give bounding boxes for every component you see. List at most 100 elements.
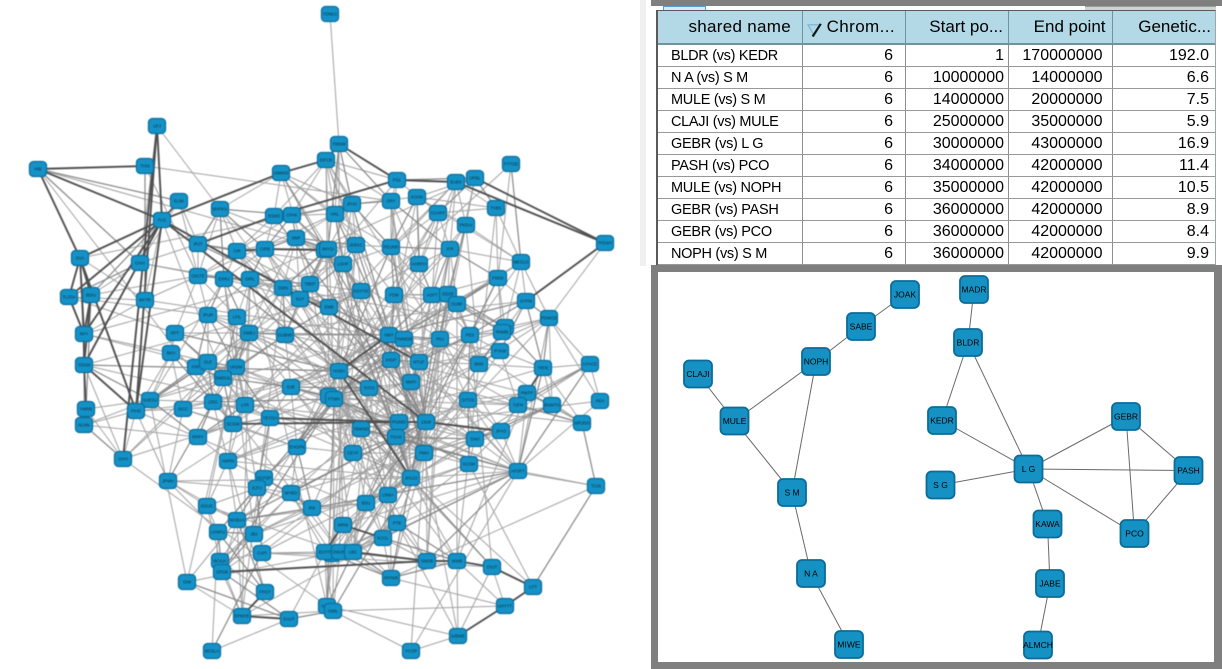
svg-text:IUBWE: IUBWE: [451, 634, 465, 639]
svg-text:UFJ: UFJ: [153, 124, 161, 129]
svg-text:FOM: FOM: [389, 293, 399, 298]
svg-text:FYTOD: FYTOD: [504, 162, 518, 167]
svg-text:AGFT: AGFT: [426, 293, 438, 298]
svg-text:TGAS: TGAS: [390, 435, 402, 440]
svg-text:GMIL: GMIL: [328, 609, 339, 614]
svg-text:ESMS: ESMS: [268, 214, 280, 219]
svg-text:THIS: THIS: [140, 164, 150, 169]
svg-text:UPBL: UPBL: [470, 176, 482, 181]
svg-text:LFIL: LFIL: [233, 315, 242, 320]
svg-text:IRK: IRK: [309, 506, 316, 511]
svg-text:SYPM: SYPM: [520, 299, 532, 304]
svg-text:EPMYE: EPMYE: [235, 614, 250, 619]
svg-text:PGL: PGL: [393, 178, 402, 183]
svg-text:PASH: PASH: [1177, 465, 1200, 475]
svg-text:GEBR: GEBR: [1114, 411, 1138, 421]
svg-text:TFEWY: TFEWY: [598, 241, 613, 246]
svg-text:MKPI: MKPI: [406, 380, 416, 385]
svg-text:LKNFU: LKNFU: [211, 530, 225, 535]
svg-text:TLJOA: TLJOA: [62, 295, 75, 300]
svg-text:TBEP: TBEP: [305, 282, 316, 287]
svg-text:FPP: FPP: [192, 365, 200, 370]
svg-text:EJTJ: EJTJ: [252, 486, 262, 491]
svg-text:RNMB: RNMB: [496, 330, 509, 335]
svg-text:S M: S M: [784, 487, 799, 497]
svg-text:DGUC: DGUC: [201, 504, 213, 509]
svg-text:GITOS: GITOS: [462, 398, 475, 403]
svg-text:N A: N A: [804, 568, 818, 578]
svg-text:ERRJ: ERRJ: [219, 277, 230, 282]
svg-text:BDIU: BDIU: [86, 293, 96, 298]
svg-text:RFY: RFY: [80, 332, 89, 337]
svg-text:KSYYD: KSYYD: [354, 289, 368, 294]
svg-text:OIGTE: OIGTE: [191, 274, 204, 279]
svg-text:YMRB: YMRB: [80, 407, 92, 412]
svg-text:PGMID: PGMID: [392, 420, 406, 425]
svg-text:SUESU: SUESU: [143, 398, 157, 403]
svg-text:HMY: HMY: [384, 333, 394, 338]
svg-text:CHAI: CHAI: [135, 261, 145, 266]
svg-text:YEYGA: YEYGA: [263, 416, 278, 421]
svg-text:MULE: MULE: [723, 416, 747, 426]
svg-text:YCOP: YCOP: [405, 649, 417, 654]
svg-text:HIB: HIB: [35, 167, 42, 172]
svg-text:PYKM: PYKM: [494, 349, 506, 354]
svg-text:BCIUA: BCIUA: [214, 559, 227, 564]
svg-text:GUBWI: GUBWI: [278, 333, 292, 338]
svg-text:PKJ: PKJ: [436, 337, 444, 342]
svg-text:UYACE: UYACE: [583, 362, 597, 367]
svg-text:CHYI: CHYI: [118, 457, 128, 462]
svg-text:NNP: NNP: [292, 236, 301, 241]
svg-text:AHRFH: AHRFH: [412, 262, 426, 267]
svg-text:THTO: THTO: [363, 386, 375, 391]
svg-text:GRSB: GRSB: [216, 570, 228, 575]
svg-text:CAPI: CAPI: [257, 551, 267, 556]
svg-text:WWB: WWB: [452, 559, 463, 564]
svg-text:LYR: LYR: [241, 403, 249, 408]
svg-text:GLE: GLE: [204, 360, 213, 365]
svg-text:UTT: UTT: [529, 585, 538, 590]
svg-text:PWH: PWH: [419, 451, 429, 456]
svg-text:THBS: THBS: [490, 206, 501, 211]
svg-text:IHGP: IHGP: [386, 358, 396, 363]
svg-text:FRGT: FRGT: [259, 590, 271, 595]
svg-text:KEDR: KEDR: [930, 415, 954, 425]
svg-text:MYTR: MYTR: [139, 298, 151, 303]
svg-text:CIR: CIR: [233, 249, 240, 254]
svg-text:OWJNL: OWJNL: [333, 550, 348, 555]
svg-text:MADR: MADR: [961, 284, 986, 294]
svg-text:AWRN: AWRN: [222, 459, 235, 464]
svg-text:BOSLA: BOSLA: [205, 649, 219, 654]
svg-text:PIHD: PIHD: [131, 409, 141, 414]
svg-text:PFFNR: PFFNR: [384, 576, 398, 581]
svg-text:JKEKC: JKEKC: [349, 243, 363, 248]
svg-text:ORY: ORY: [387, 199, 396, 204]
svg-text:KOAN: KOAN: [411, 195, 423, 200]
svg-text:PCO: PCO: [1125, 528, 1144, 538]
svg-text:ODOF: ODOF: [442, 292, 455, 297]
svg-text:ALMCH: ALMCH: [1023, 640, 1053, 650]
svg-text:JJLW: JJLW: [421, 420, 431, 425]
svg-text:SCGW: SCGW: [226, 422, 239, 427]
svg-text:DAUT: DAUT: [283, 617, 295, 622]
svg-text:WABAA: WABAA: [230, 518, 245, 523]
svg-text:TIBNW: TIBNW: [332, 142, 346, 147]
svg-text:JJSC: JJSC: [208, 400, 218, 405]
svg-text:CLAJI: CLAJI: [686, 369, 709, 379]
svg-text:RPPY: RPPY: [192, 435, 204, 440]
svg-text:YMMDB: YMMDB: [396, 337, 412, 342]
svg-text:IFR: IFR: [447, 247, 454, 252]
svg-text:BUEK: BUEK: [450, 180, 462, 185]
svg-text:JOAK: JOAK: [894, 289, 917, 299]
svg-text:UHYYT: UHYYT: [498, 604, 513, 609]
svg-text:BHPKS: BHPKS: [213, 207, 227, 212]
svg-text:JFAO: JFAO: [496, 429, 507, 434]
svg-text:MYBO: MYBO: [285, 491, 298, 496]
svg-text:JFHC: JFHC: [347, 202, 358, 207]
svg-text:ELBK: ELBK: [174, 199, 185, 204]
svg-text:S G: S G: [933, 480, 948, 490]
svg-text:PWTP: PWTP: [521, 391, 533, 396]
svg-text:FLG: FLG: [158, 218, 166, 223]
svg-text:AFDFT: AFDFT: [511, 469, 525, 474]
svg-text:UMWIG: UMWIG: [274, 171, 289, 176]
